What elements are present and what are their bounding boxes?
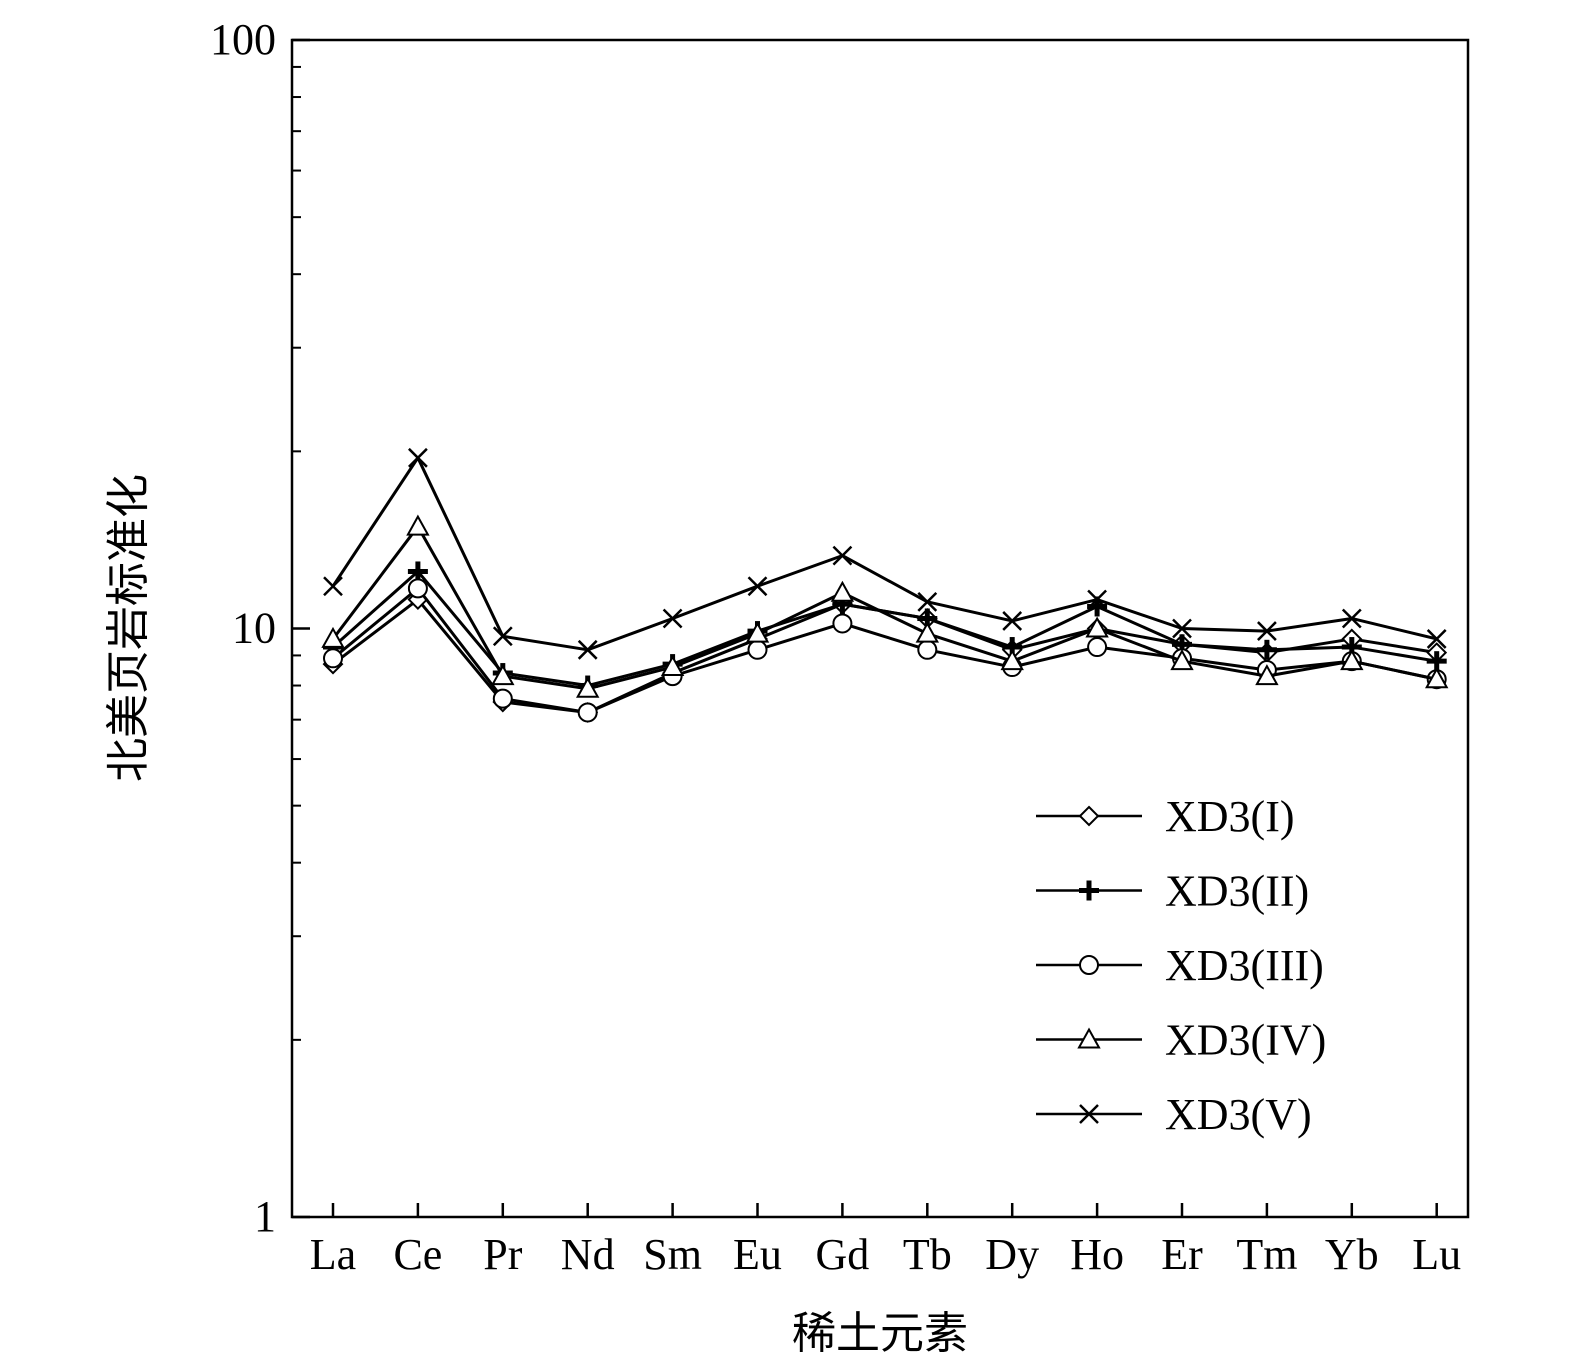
x-tick-label: Ce — [393, 1230, 442, 1279]
data-point — [1170, 649, 1194, 671]
legend-entry: XD3(II) — [1036, 867, 1309, 916]
legend-marker — [1079, 1104, 1099, 1124]
legend-label: XD3(III) — [1165, 941, 1324, 990]
data-point — [1426, 629, 1447, 649]
legend-marker — [1078, 805, 1100, 827]
data-point — [1087, 589, 1107, 610]
x-tick-label: Pr — [483, 1230, 522, 1279]
series-5 — [323, 447, 1447, 660]
data-point — [323, 648, 343, 669]
legend-entry: XD3(V) — [1036, 1090, 1312, 1139]
legend-label: XD3(I) — [1165, 792, 1295, 841]
x-tick-label: Er — [1161, 1230, 1203, 1279]
x-tick-label: Yb — [1325, 1230, 1379, 1279]
x-tick-label: Nd — [561, 1230, 615, 1279]
y-tick-label: 10 — [232, 604, 276, 653]
y-axis-title: 北美页岩标准化 — [103, 474, 154, 782]
plot-axes: 1 10 100 La Ce Pr Nd Sm Eu Gd Tb Dy Ho Er Tm Yb Lu — [210, 15, 1470, 1279]
data-point — [321, 626, 345, 648]
y-tick-label: 100 — [210, 15, 276, 64]
x-tick-label: La — [310, 1230, 356, 1279]
data-point — [745, 621, 770, 643]
data-point — [1085, 616, 1109, 638]
series-line — [331, 525, 1438, 691]
legend-label: XD3(II) — [1165, 867, 1309, 916]
data-point — [830, 580, 855, 602]
data-point — [1087, 637, 1108, 658]
y-tick-label: 1 — [254, 1192, 276, 1241]
data-point — [407, 561, 428, 582]
data-point — [917, 591, 938, 612]
data-point — [492, 688, 513, 709]
data-point — [747, 576, 768, 597]
data-point — [407, 578, 428, 599]
data-point — [832, 613, 853, 634]
series-line — [331, 456, 1438, 652]
data-point — [408, 447, 428, 468]
data-point — [492, 626, 513, 647]
data-point — [832, 545, 853, 566]
legend-label: XD3(V) — [1165, 1090, 1312, 1139]
data-point — [1256, 639, 1277, 660]
legend-marker — [1079, 955, 1099, 975]
x-tick-label: Lu — [1412, 1230, 1461, 1279]
legend-entry: XD3(III) — [1036, 941, 1324, 990]
x-tick-label: Sm — [643, 1230, 702, 1279]
legend-entry: XD3(IV) — [1036, 1016, 1326, 1065]
data-point — [1341, 608, 1362, 629]
data-point — [577, 639, 598, 660]
data-point — [1172, 618, 1192, 639]
data-point — [917, 639, 938, 660]
data-point — [1000, 649, 1024, 671]
data-point — [915, 621, 939, 643]
data-point — [491, 664, 515, 686]
data-point — [323, 576, 343, 597]
x-tick-label: Eu — [733, 1230, 782, 1279]
data-point — [1002, 611, 1023, 631]
legend-marker — [1077, 1027, 1101, 1049]
x-tick-label: Dy — [985, 1230, 1039, 1279]
data-point — [576, 676, 600, 698]
data-point — [747, 639, 768, 660]
series-4 — [321, 514, 1449, 698]
series-layer — [321, 447, 1449, 723]
legend-marker — [1079, 880, 1099, 901]
x-tick-label: Tb — [903, 1230, 952, 1279]
data-point — [1255, 664, 1279, 686]
data-point — [660, 654, 685, 677]
legend-label: XD3(IV) — [1165, 1016, 1326, 1065]
data-point — [1340, 649, 1364, 671]
x-tick-label: Tm — [1236, 1230, 1297, 1279]
series-line — [332, 586, 1438, 714]
x-tick-label: Gd — [816, 1230, 870, 1279]
data-point — [1425, 667, 1449, 689]
x-tick-label: Ho — [1070, 1230, 1124, 1279]
legend: XD3(I) XD3(II) XD3(III) XD3(IV) XD3(V) — [1036, 792, 1326, 1139]
data-point — [406, 514, 430, 536]
data-point — [1257, 621, 1277, 641]
data-point — [662, 608, 683, 629]
legend-entry: XD3(I) — [1036, 792, 1295, 841]
data-point — [577, 702, 598, 723]
series-line — [332, 569, 1437, 688]
x-axis-title: 稀土元素 — [792, 1308, 968, 1359]
